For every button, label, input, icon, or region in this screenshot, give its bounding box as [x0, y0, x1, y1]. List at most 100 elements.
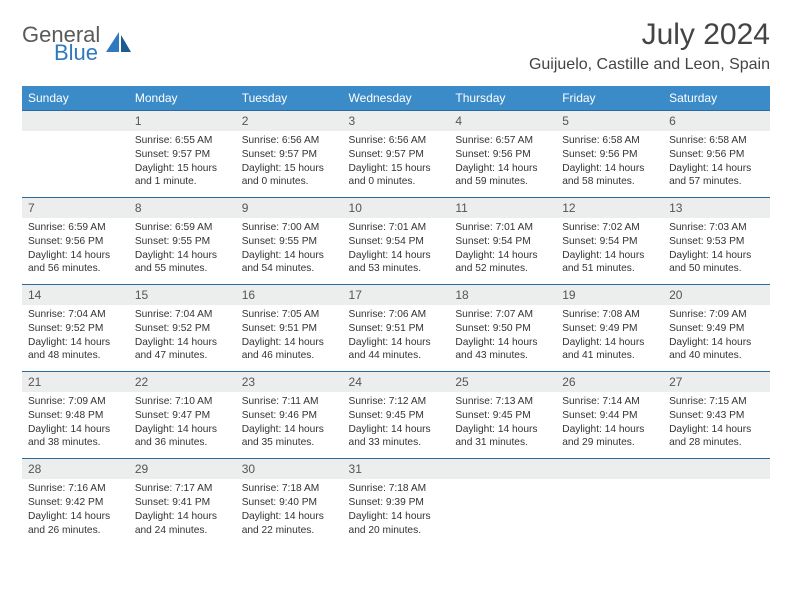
- day-number-cell: 19: [556, 285, 663, 306]
- day-number-cell: 25: [449, 372, 556, 393]
- daylight-text: and 46 minutes.: [242, 349, 337, 363]
- daylight-text: Daylight: 14 hours: [455, 423, 550, 437]
- sunrise-text: Sunrise: 7:00 AM: [242, 221, 337, 235]
- daylight-text: Daylight: 14 hours: [135, 423, 230, 437]
- daylight-text: Daylight: 14 hours: [669, 423, 764, 437]
- daylight-text: and 1 minute.: [135, 175, 230, 189]
- weekday-header: Saturday: [663, 86, 770, 111]
- day-number-cell: 21: [22, 372, 129, 393]
- sunset-text: Sunset: 9:52 PM: [135, 322, 230, 336]
- sunset-text: Sunset: 9:39 PM: [349, 496, 444, 510]
- day-info-cell: [663, 479, 770, 545]
- day-info-cell: Sunrise: 7:16 AMSunset: 9:42 PMDaylight:…: [22, 479, 129, 545]
- day-number-cell: 9: [236, 198, 343, 219]
- daylight-text: and 20 minutes.: [349, 524, 444, 538]
- sunrise-text: Sunrise: 6:58 AM: [669, 134, 764, 148]
- daylight-text: and 28 minutes.: [669, 436, 764, 450]
- daylight-text: and 59 minutes.: [455, 175, 550, 189]
- sunset-text: Sunset: 9:53 PM: [669, 235, 764, 249]
- daylight-text: and 29 minutes.: [562, 436, 657, 450]
- sunset-text: Sunset: 9:49 PM: [562, 322, 657, 336]
- day-number-cell: 4: [449, 111, 556, 132]
- daylight-text: and 55 minutes.: [135, 262, 230, 276]
- daylight-text: Daylight: 14 hours: [455, 249, 550, 263]
- sunset-text: Sunset: 9:55 PM: [135, 235, 230, 249]
- day-number-cell: 20: [663, 285, 770, 306]
- day-number-cell: 22: [129, 372, 236, 393]
- sunset-text: Sunset: 9:56 PM: [455, 148, 550, 162]
- daylight-text: Daylight: 14 hours: [349, 510, 444, 524]
- daylight-text: and 56 minutes.: [28, 262, 123, 276]
- daylight-text: Daylight: 14 hours: [135, 510, 230, 524]
- weekday-header: Monday: [129, 86, 236, 111]
- sunrise-text: Sunrise: 7:17 AM: [135, 482, 230, 496]
- day-number-cell: [449, 459, 556, 480]
- sunrise-text: Sunrise: 7:09 AM: [28, 395, 123, 409]
- daylight-text: Daylight: 14 hours: [28, 423, 123, 437]
- day-number-row: 123456: [22, 111, 770, 132]
- sunset-text: Sunset: 9:56 PM: [669, 148, 764, 162]
- month-title: July 2024: [529, 18, 770, 52]
- day-info-cell: Sunrise: 7:18 AMSunset: 9:40 PMDaylight:…: [236, 479, 343, 545]
- day-number-cell: [556, 459, 663, 480]
- sunset-text: Sunset: 9:48 PM: [28, 409, 123, 423]
- sunset-text: Sunset: 9:52 PM: [28, 322, 123, 336]
- daylight-text: Daylight: 14 hours: [242, 423, 337, 437]
- daylight-text: Daylight: 14 hours: [669, 162, 764, 176]
- sunrise-text: Sunrise: 7:06 AM: [349, 308, 444, 322]
- day-info-cell: Sunrise: 6:56 AMSunset: 9:57 PMDaylight:…: [343, 131, 450, 198]
- daylight-text: and 31 minutes.: [455, 436, 550, 450]
- daylight-text: Daylight: 15 hours: [349, 162, 444, 176]
- day-number-cell: 10: [343, 198, 450, 219]
- daylight-text: and 22 minutes.: [242, 524, 337, 538]
- day-info-cell: Sunrise: 7:05 AMSunset: 9:51 PMDaylight:…: [236, 305, 343, 372]
- day-number-cell: 30: [236, 459, 343, 480]
- day-info-cell: Sunrise: 6:57 AMSunset: 9:56 PMDaylight:…: [449, 131, 556, 198]
- daylight-text: and 0 minutes.: [349, 175, 444, 189]
- sunset-text: Sunset: 9:54 PM: [349, 235, 444, 249]
- weekday-header: Friday: [556, 86, 663, 111]
- day-info-cell: Sunrise: 7:02 AMSunset: 9:54 PMDaylight:…: [556, 218, 663, 285]
- sunset-text: Sunset: 9:40 PM: [242, 496, 337, 510]
- day-info-row: Sunrise: 6:55 AMSunset: 9:57 PMDaylight:…: [22, 131, 770, 198]
- daylight-text: and 50 minutes.: [669, 262, 764, 276]
- day-number-cell: 26: [556, 372, 663, 393]
- sunrise-text: Sunrise: 7:01 AM: [349, 221, 444, 235]
- daylight-text: and 41 minutes.: [562, 349, 657, 363]
- sunrise-text: Sunrise: 7:18 AM: [349, 482, 444, 496]
- sunset-text: Sunset: 9:54 PM: [562, 235, 657, 249]
- day-number-cell: 24: [343, 372, 450, 393]
- sunrise-text: Sunrise: 7:03 AM: [669, 221, 764, 235]
- daylight-text: Daylight: 14 hours: [242, 510, 337, 524]
- day-info-cell: [556, 479, 663, 545]
- day-info-cell: [449, 479, 556, 545]
- sunset-text: Sunset: 9:49 PM: [669, 322, 764, 336]
- day-info-row: Sunrise: 6:59 AMSunset: 9:56 PMDaylight:…: [22, 218, 770, 285]
- day-number-row: 28293031: [22, 459, 770, 480]
- daylight-text: and 33 minutes.: [349, 436, 444, 450]
- location-subtitle: Guijuelo, Castille and Leon, Spain: [529, 56, 770, 74]
- daylight-text: and 36 minutes.: [135, 436, 230, 450]
- day-info-cell: Sunrise: 7:10 AMSunset: 9:47 PMDaylight:…: [129, 392, 236, 459]
- sunrise-text: Sunrise: 6:58 AM: [562, 134, 657, 148]
- sunrise-text: Sunrise: 7:12 AM: [349, 395, 444, 409]
- daylight-text: Daylight: 14 hours: [562, 249, 657, 263]
- day-info-cell: Sunrise: 7:07 AMSunset: 9:50 PMDaylight:…: [449, 305, 556, 372]
- daylight-text: and 57 minutes.: [669, 175, 764, 189]
- header: General Blue July 2024 Guijuelo, Castill…: [22, 18, 770, 74]
- daylight-text: and 53 minutes.: [349, 262, 444, 276]
- daylight-text: and 35 minutes.: [242, 436, 337, 450]
- daylight-text: Daylight: 15 hours: [242, 162, 337, 176]
- sunrise-text: Sunrise: 7:13 AM: [455, 395, 550, 409]
- daylight-text: Daylight: 14 hours: [349, 423, 444, 437]
- daylight-text: and 51 minutes.: [562, 262, 657, 276]
- day-info-cell: Sunrise: 7:06 AMSunset: 9:51 PMDaylight:…: [343, 305, 450, 372]
- sunrise-text: Sunrise: 6:57 AM: [455, 134, 550, 148]
- logo-word-blue: Blue: [54, 42, 100, 64]
- daylight-text: Daylight: 14 hours: [349, 249, 444, 263]
- weekday-header: Wednesday: [343, 86, 450, 111]
- day-info-cell: Sunrise: 7:09 AMSunset: 9:48 PMDaylight:…: [22, 392, 129, 459]
- sunset-text: Sunset: 9:43 PM: [669, 409, 764, 423]
- title-block: July 2024 Guijuelo, Castille and Leon, S…: [529, 18, 770, 74]
- day-info-cell: Sunrise: 6:55 AMSunset: 9:57 PMDaylight:…: [129, 131, 236, 198]
